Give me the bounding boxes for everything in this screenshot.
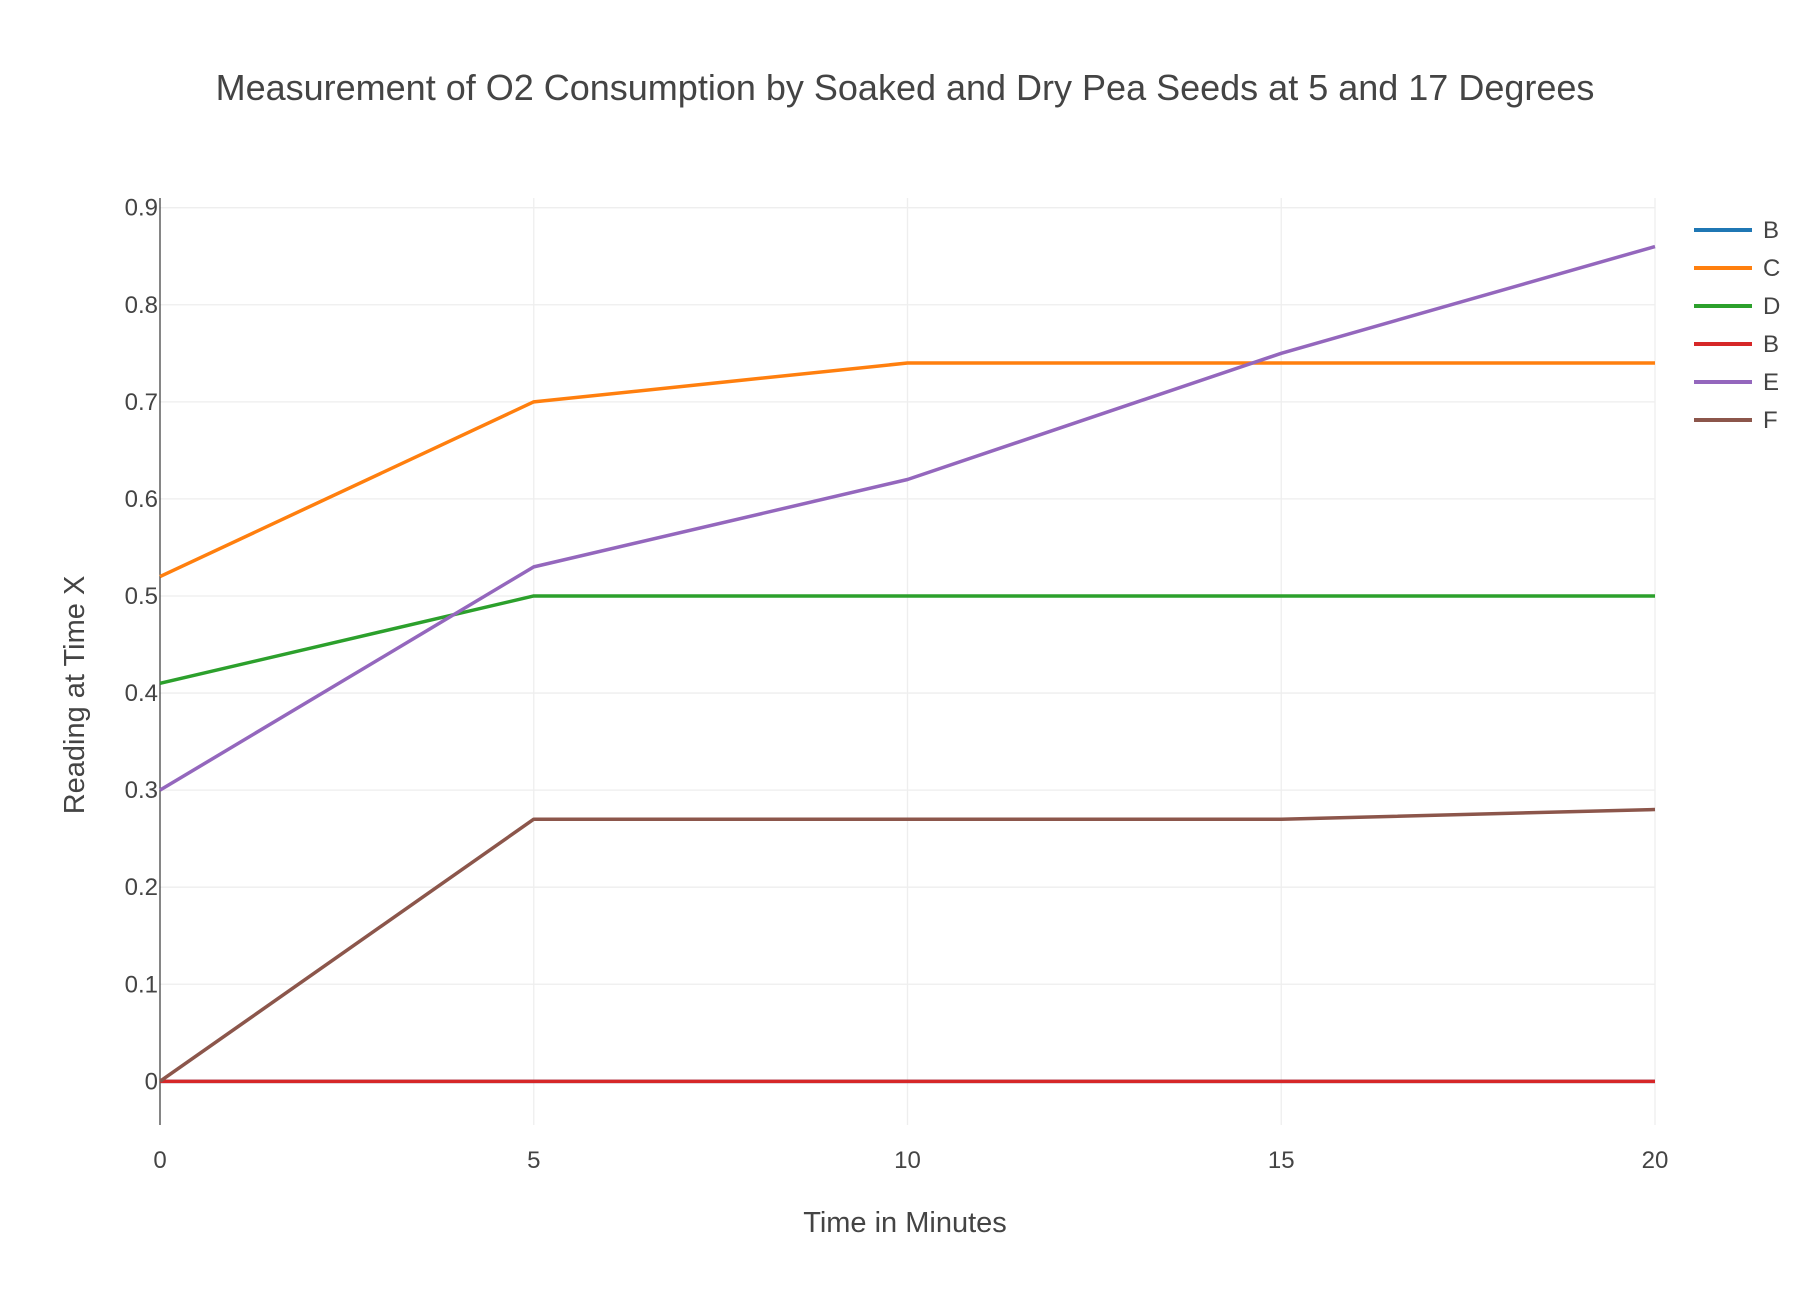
x-tick-label: 10 bbox=[894, 1147, 921, 1174]
legend-item-c-2[interactable]: C bbox=[1694, 255, 1780, 282]
legend-item-f-6[interactable]: F bbox=[1694, 407, 1778, 434]
x-tick-label: 20 bbox=[1642, 1147, 1669, 1174]
legend-item-d-3[interactable]: D bbox=[1694, 293, 1780, 320]
legend-label: B bbox=[1763, 217, 1779, 244]
y-tick-label: 0.7 bbox=[125, 389, 158, 416]
y-tick-label: 0.2 bbox=[125, 874, 158, 901]
legend-label: E bbox=[1763, 369, 1779, 396]
legend-item-b-4[interactable]: B bbox=[1694, 331, 1779, 358]
y-tick-label: 0.1 bbox=[125, 971, 158, 998]
series-lines bbox=[158, 244, 1656, 1084]
series-line-d-3 bbox=[159, 594, 1655, 686]
chart-title: Measurement of O2 Consumption by Soaked … bbox=[216, 67, 1595, 108]
legend-label: B bbox=[1763, 331, 1779, 358]
x-tick-label: 0 bbox=[153, 1147, 166, 1174]
gridlines bbox=[160, 198, 1656, 1125]
series-line-e-5 bbox=[159, 244, 1656, 792]
y-tick-label: 0.4 bbox=[125, 680, 158, 707]
legend-label: D bbox=[1763, 293, 1780, 320]
x-axis-title: Time in Minutes bbox=[803, 1207, 1007, 1239]
tick-labels: 0 5 10 15 20 0 0.1 0.2 0.3 0.4 0.5 0.6 0.7 0.8 0.9 bbox=[125, 195, 1669, 1174]
y-tick-label: 0.3 bbox=[125, 777, 158, 804]
series-line-f-6 bbox=[158, 807, 1656, 1083]
legend-item-e-5[interactable]: E bbox=[1694, 369, 1779, 396]
y-tick-label: 0.6 bbox=[125, 486, 158, 513]
x-tick-label: 15 bbox=[1268, 1147, 1295, 1174]
x-tick-label: 5 bbox=[527, 1147, 540, 1174]
y-tick-label: 0.9 bbox=[125, 195, 158, 222]
legend-label: C bbox=[1763, 255, 1780, 282]
y-axis-title: Reading at Time X bbox=[59, 576, 91, 815]
y-tick-label: 0.5 bbox=[125, 583, 158, 610]
series-line-c-2 bbox=[159, 361, 1655, 579]
legend-label: F bbox=[1763, 407, 1778, 434]
y-tick-label: 0.8 bbox=[125, 292, 158, 319]
y-tick-label: 0 bbox=[145, 1068, 158, 1095]
legend-item-b-1[interactable]: B bbox=[1694, 217, 1779, 244]
